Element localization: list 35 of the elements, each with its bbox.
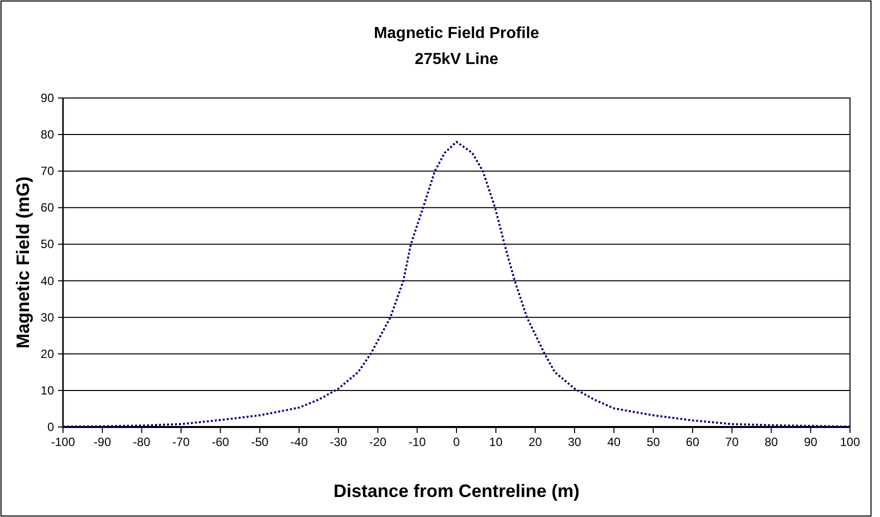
y-tick-label: 10 — [40, 383, 54, 398]
x-tick-label: 40 — [607, 435, 621, 449]
y-tick-label: 60 — [40, 200, 54, 215]
x-tick-label: -50 — [251, 435, 269, 449]
y-tick-label: 70 — [40, 164, 54, 178]
y-tick-label: 90 — [40, 91, 54, 105]
x-tick-label: 90 — [804, 435, 818, 449]
y-axis-title: Magnetic Field (mG) — [13, 176, 33, 349]
x-tick-label: 70 — [725, 435, 739, 449]
y-tick-label: 50 — [40, 237, 54, 252]
x-tick-label: -10 — [408, 435, 426, 449]
y-tick-label: 40 — [40, 274, 54, 288]
x-tick-label: -40 — [290, 435, 308, 449]
y-tick-label: 0 — [47, 420, 54, 434]
y-tick-label: 20 — [40, 346, 54, 361]
x-tick-label: 60 — [686, 435, 700, 449]
chart-subtitle: 275kV Line — [414, 51, 498, 68]
x-tick-label: 0 — [453, 435, 460, 449]
x-tick-label: -100 — [50, 435, 76, 449]
x-tick-label: 20 — [528, 435, 542, 449]
x-tick-label: -60 — [212, 435, 230, 449]
x-tick-label: -70 — [172, 435, 190, 449]
x-tick-label: 30 — [568, 435, 582, 449]
chart-title: Magnetic Field Profile — [374, 25, 540, 42]
y-tick-label: 80 — [40, 128, 54, 142]
x-tick-label: 100 — [840, 435, 860, 449]
x-tick-label: -30 — [330, 435, 348, 449]
y-tick-label: 30 — [40, 310, 54, 324]
x-tick-label: -90 — [94, 435, 112, 449]
x-tick-label: 50 — [646, 435, 660, 449]
x-tick-label: -80 — [133, 435, 151, 449]
x-axis-title: Distance from Centreline (m) — [333, 481, 580, 501]
x-tick-label: 10 — [489, 435, 503, 449]
x-tick-label: 80 — [764, 435, 778, 449]
x-tick-label: -20 — [369, 435, 387, 449]
